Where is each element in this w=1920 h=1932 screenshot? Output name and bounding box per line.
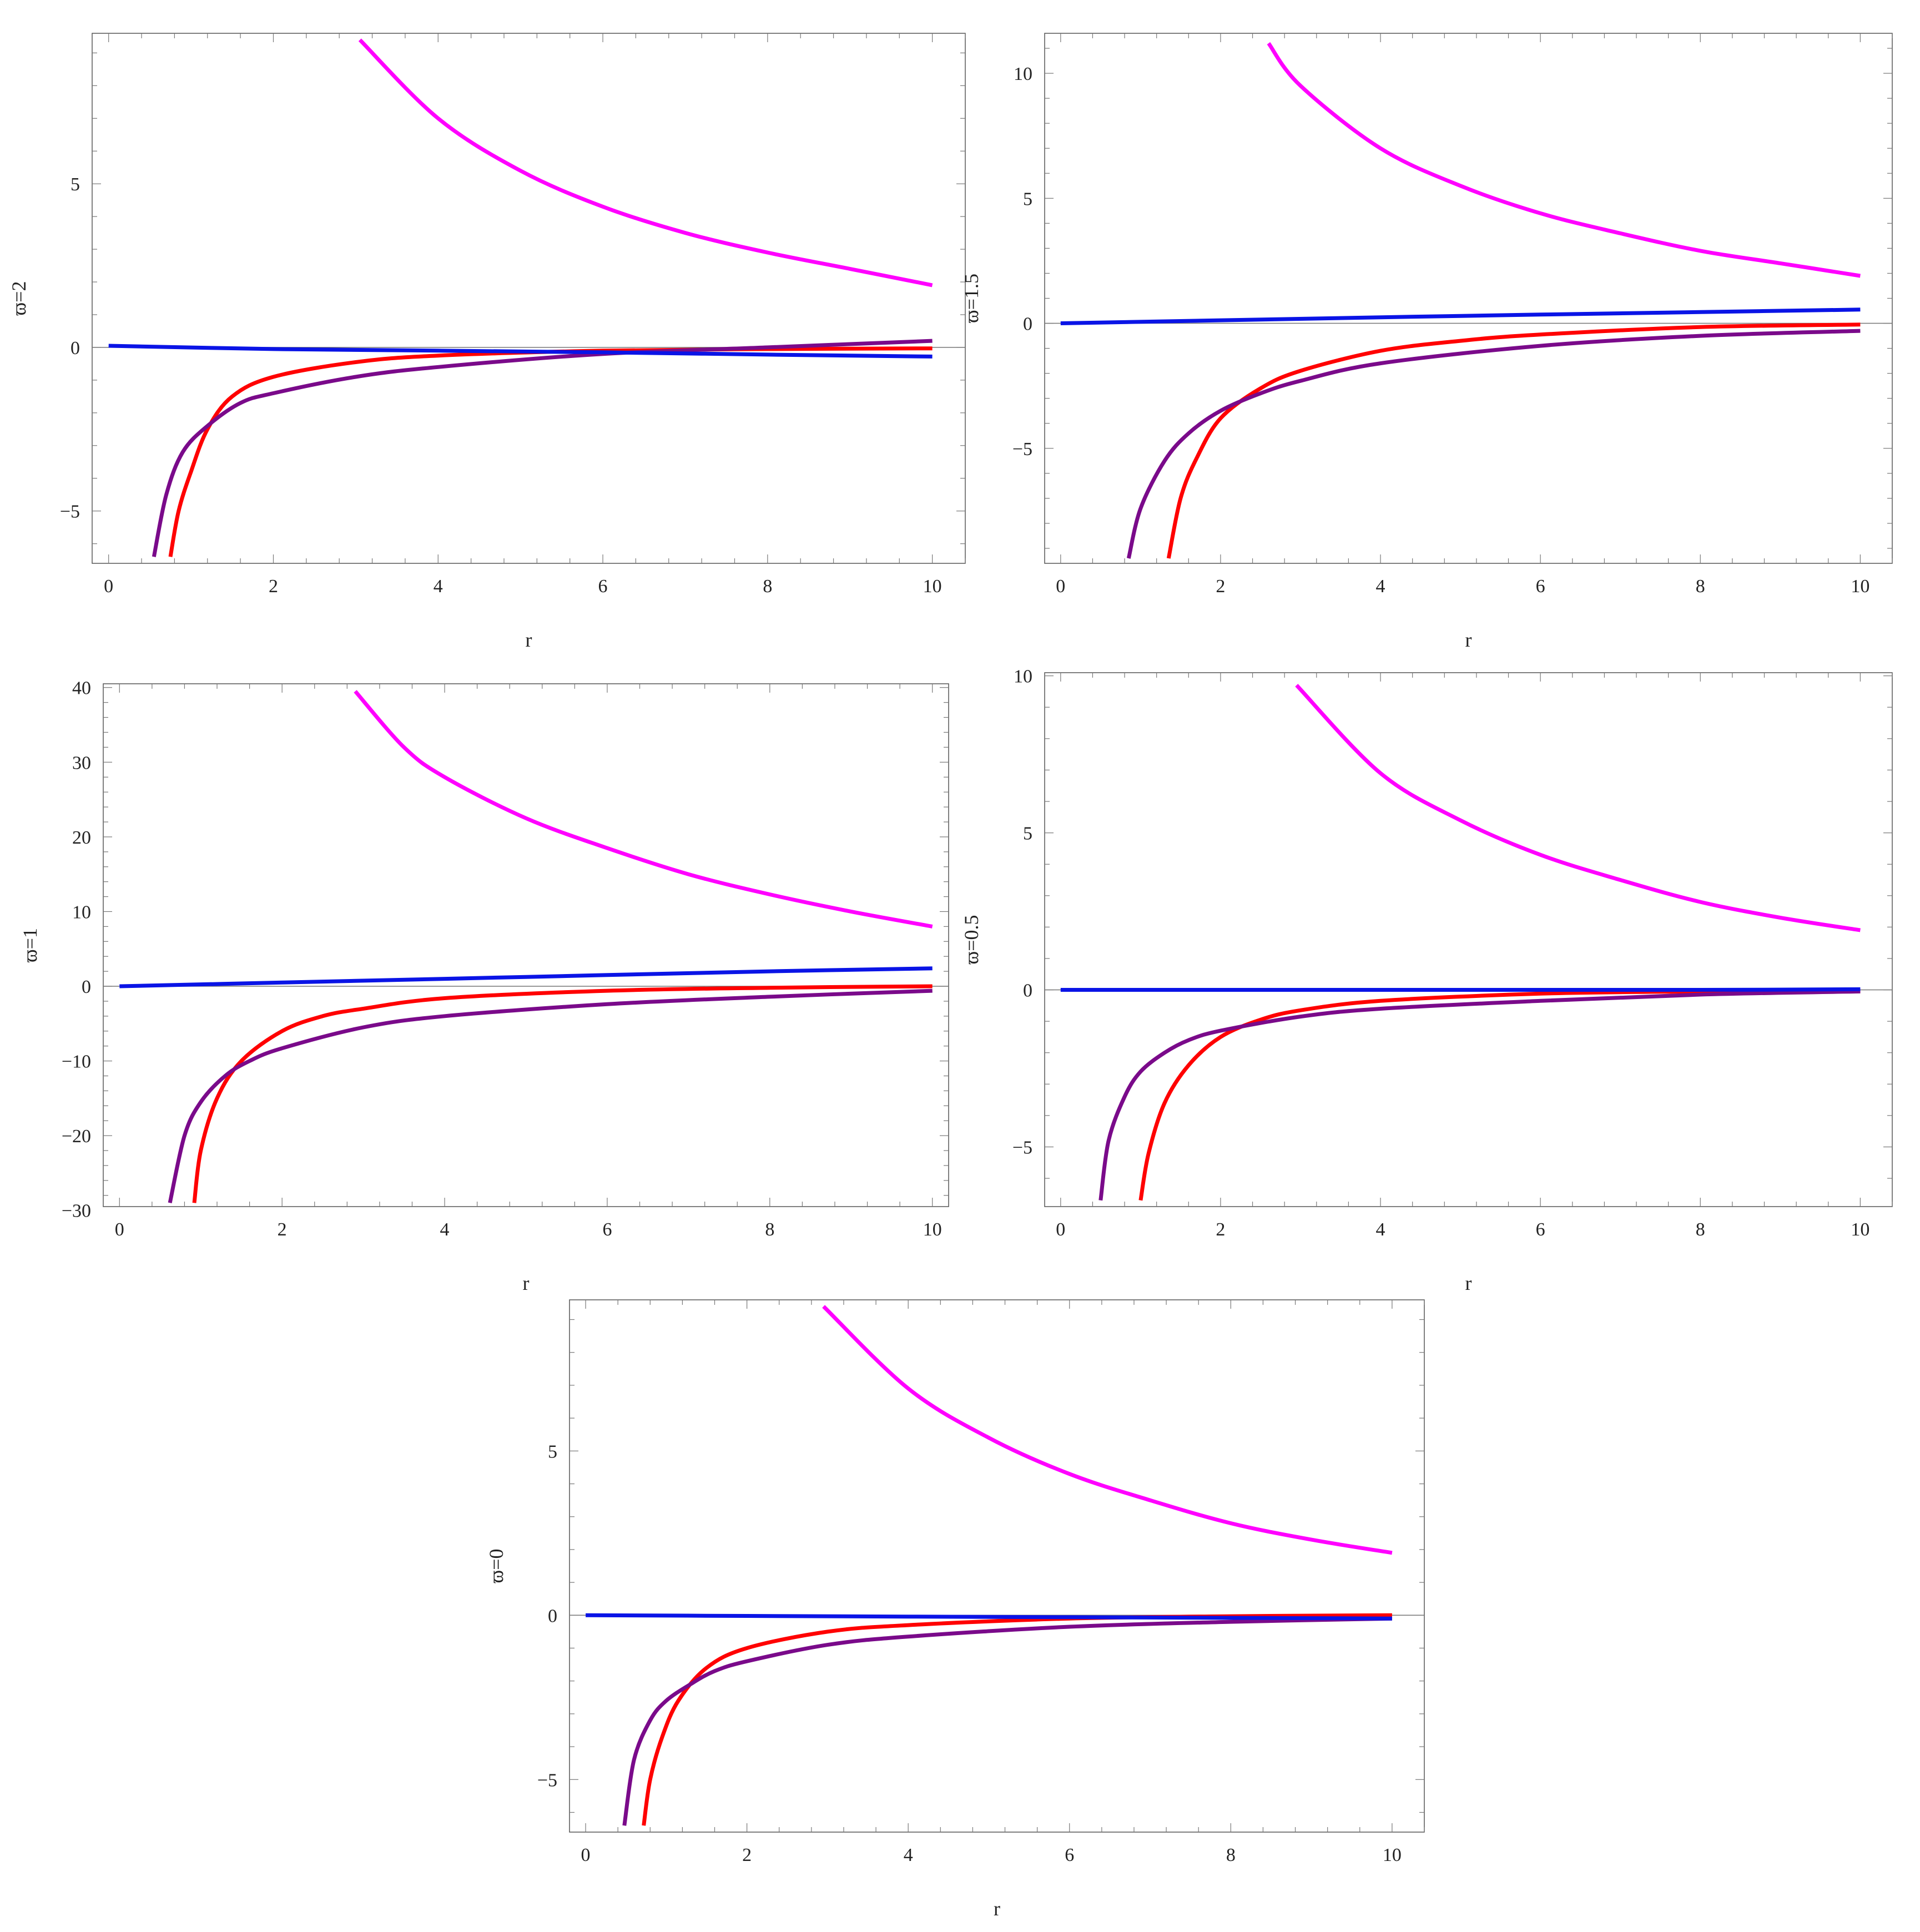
x-tick-label: 8: [1226, 1845, 1236, 1865]
y-tick-label: 10: [72, 902, 91, 922]
plot-frame: [103, 683, 949, 1207]
series-line-blue: [108, 344, 933, 359]
chart-panel: 0 2 4 6 8 10 −5 0 5 10 r ϖ=1.5: [960, 33, 1893, 651]
chart-panel: 0 2 4 6 8 10 −5 0 5 r ϖ=0: [485, 1299, 1425, 1920]
series-line-purple: [1126, 329, 1861, 559]
series-line-purple: [152, 339, 933, 557]
y-tick-label: −10: [62, 1052, 91, 1072]
x-tick-label: 4: [440, 1219, 450, 1240]
series-line-red: [1166, 322, 1861, 559]
x-tick-label: 0: [115, 1219, 124, 1240]
series-line-magenta: [354, 690, 933, 929]
series-line-magenta: [1295, 684, 1861, 932]
plot-frame: [569, 1299, 1425, 1833]
y-tick-label: −5: [1012, 1137, 1032, 1158]
x-axis-label: r: [1465, 629, 1472, 651]
y-tick-label: 0: [1023, 981, 1032, 1001]
y-tick-label: 0: [548, 1606, 557, 1626]
series-line-magenta: [1267, 42, 1861, 278]
y-tick-label: 0: [1023, 314, 1032, 335]
series-line-blue: [119, 966, 933, 988]
y-tick-label: 5: [548, 1441, 557, 1462]
y-tick-label: 5: [1023, 189, 1032, 209]
chart-panel: 0 2 4 6 8 10 −5 0 5 r ϖ=2: [8, 33, 966, 651]
y-axis-label: ϖ=0: [485, 1549, 507, 1583]
plot-frame: [92, 33, 966, 564]
series-line-blue: [1060, 307, 1861, 325]
series-line-red: [642, 1613, 1392, 1826]
y-tick-label: 20: [72, 828, 91, 848]
y-tick-label: −20: [62, 1126, 91, 1147]
y-tick-label: 0: [82, 977, 91, 997]
x-tick-label: 10: [1383, 1845, 1402, 1865]
series-line-red: [192, 984, 933, 1203]
y-tick-label: 0: [70, 338, 80, 359]
x-tick-label: 2: [1216, 1219, 1225, 1240]
series-line-purple: [1098, 989, 1861, 1201]
chart-panel: 0 2 4 6 8 10 −5 0 5 10 r ϖ=0.5: [960, 667, 1893, 1294]
x-axis-label: r: [523, 1272, 530, 1294]
x-tick-label: 8: [763, 576, 772, 597]
x-axis-label: r: [526, 629, 532, 651]
y-axis-label: ϖ=0.5: [960, 915, 982, 965]
y-tick-label: 5: [1023, 824, 1032, 844]
y-axis-label: ϖ=1.5: [960, 274, 982, 323]
x-tick-label: 2: [742, 1845, 752, 1865]
x-tick-label: 0: [104, 576, 113, 597]
x-tick-label: 6: [1536, 576, 1545, 597]
x-tick-label: 0: [1056, 1219, 1065, 1240]
y-tick-label: 40: [72, 678, 91, 699]
x-tick-label: 6: [1536, 1219, 1545, 1240]
x-tick-label: 0: [1056, 576, 1065, 597]
x-tick-label: 8: [1696, 576, 1705, 597]
plot-frame: [1044, 33, 1893, 564]
y-tick-label: 30: [72, 753, 91, 773]
x-tick-label: 8: [1696, 1219, 1705, 1240]
y-axis-label: ϖ=2: [8, 281, 30, 316]
x-axis-label: r: [1465, 1272, 1472, 1294]
y-tick-label: −5: [60, 502, 80, 522]
x-tick-label: 2: [269, 576, 278, 597]
series-line-purple: [622, 1616, 1392, 1826]
x-tick-label: 2: [1216, 576, 1225, 597]
series-line-purple: [168, 988, 933, 1204]
x-tick-label: 4: [904, 1845, 913, 1865]
series-line-blue: [586, 1613, 1392, 1621]
y-axis-label: ϖ=1: [19, 928, 41, 962]
y-tick-label: −5: [1012, 439, 1032, 460]
x-tick-label: 4: [1376, 1219, 1385, 1240]
x-tick-label: 2: [278, 1219, 287, 1240]
series-line-red: [168, 346, 933, 557]
x-tick-label: 10: [923, 576, 942, 597]
x-tick-label: 0: [581, 1845, 591, 1865]
y-tick-label: 10: [1014, 64, 1032, 84]
x-tick-label: 10: [923, 1219, 942, 1240]
y-tick-label: 10: [1014, 667, 1032, 687]
x-tick-label: 4: [434, 576, 443, 597]
x-tick-label: 10: [1851, 576, 1869, 597]
x-tick-label: 6: [598, 576, 608, 597]
x-tick-label: 4: [1376, 576, 1385, 597]
chart-panel: 0 2 4 6 8 10 −30 −20 −10 0 10 20 30 40 r ϖ=1: [19, 678, 949, 1294]
plot-frame: [1044, 672, 1893, 1207]
series-line-blue: [1060, 987, 1861, 992]
x-axis-label: r: [994, 1898, 1000, 1920]
y-tick-label: −5: [537, 1770, 557, 1790]
x-tick-label: 6: [602, 1219, 612, 1240]
y-tick-label: −30: [62, 1201, 91, 1222]
x-tick-label: 6: [1065, 1845, 1074, 1865]
series-line-magenta: [358, 38, 933, 287]
series-line-red: [1138, 988, 1861, 1201]
y-tick-label: 5: [70, 174, 80, 195]
series-line-magenta: [822, 1305, 1393, 1555]
x-tick-label: 8: [765, 1219, 774, 1240]
x-tick-label: 10: [1851, 1219, 1869, 1240]
